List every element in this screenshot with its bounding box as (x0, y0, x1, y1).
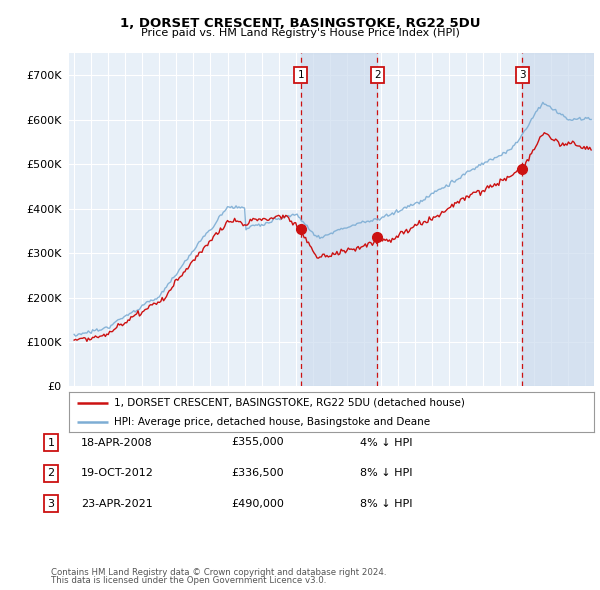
Text: 19-OCT-2012: 19-OCT-2012 (81, 468, 154, 478)
Text: HPI: Average price, detached house, Basingstoke and Deane: HPI: Average price, detached house, Basi… (113, 417, 430, 427)
Text: 18-APR-2008: 18-APR-2008 (81, 438, 153, 447)
Text: 1: 1 (298, 70, 304, 80)
Text: 1: 1 (47, 438, 55, 447)
Bar (301, 53, 377, 386)
Text: £490,000: £490,000 (231, 499, 284, 509)
Text: 2: 2 (47, 468, 55, 478)
Text: 2: 2 (374, 70, 380, 80)
Text: Price paid vs. HM Land Registry's House Price Index (HPI): Price paid vs. HM Land Registry's House … (140, 28, 460, 38)
Text: £355,000: £355,000 (231, 438, 284, 447)
Text: 3: 3 (47, 499, 55, 509)
Text: 8% ↓ HPI: 8% ↓ HPI (360, 468, 413, 478)
Text: 4% ↓ HPI: 4% ↓ HPI (360, 438, 413, 447)
Text: 1, DORSET CRESCENT, BASINGSTOKE, RG22 5DU (detached house): 1, DORSET CRESCENT, BASINGSTOKE, RG22 5D… (113, 398, 464, 408)
Text: 8% ↓ HPI: 8% ↓ HPI (360, 499, 413, 509)
Text: 3: 3 (519, 70, 526, 80)
Text: 1, DORSET CRESCENT, BASINGSTOKE, RG22 5DU: 1, DORSET CRESCENT, BASINGSTOKE, RG22 5D… (120, 17, 480, 30)
Text: £336,500: £336,500 (231, 468, 284, 478)
Text: 23-APR-2021: 23-APR-2021 (81, 499, 153, 509)
Text: This data is licensed under the Open Government Licence v3.0.: This data is licensed under the Open Gov… (51, 576, 326, 585)
Bar (523, 53, 594, 386)
Text: Contains HM Land Registry data © Crown copyright and database right 2024.: Contains HM Land Registry data © Crown c… (51, 568, 386, 577)
